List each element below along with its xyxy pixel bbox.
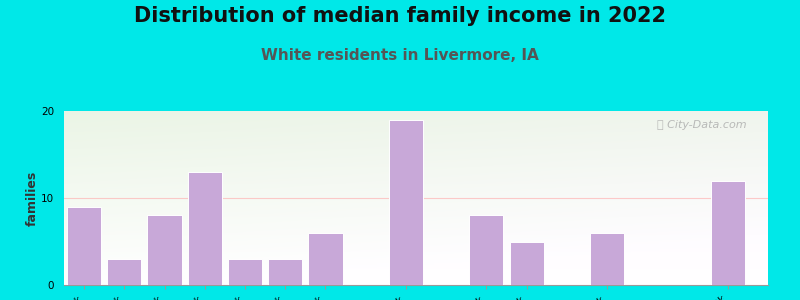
Text: White residents in Livermore, IA: White residents in Livermore, IA [261,48,539,63]
Bar [67,207,102,285]
Bar [228,259,262,285]
Y-axis label: families: families [26,170,38,226]
Bar [188,172,222,285]
Bar [590,233,624,285]
Text: Distribution of median family income in 2022: Distribution of median family income in … [134,6,666,26]
Bar [470,215,503,285]
Bar [710,181,745,285]
Bar [107,259,142,285]
Bar [268,259,302,285]
Bar [308,233,342,285]
Bar [389,120,423,285]
Bar [147,215,182,285]
Bar [510,242,544,285]
Text: ⓘ City-Data.com: ⓘ City-Data.com [658,120,747,130]
